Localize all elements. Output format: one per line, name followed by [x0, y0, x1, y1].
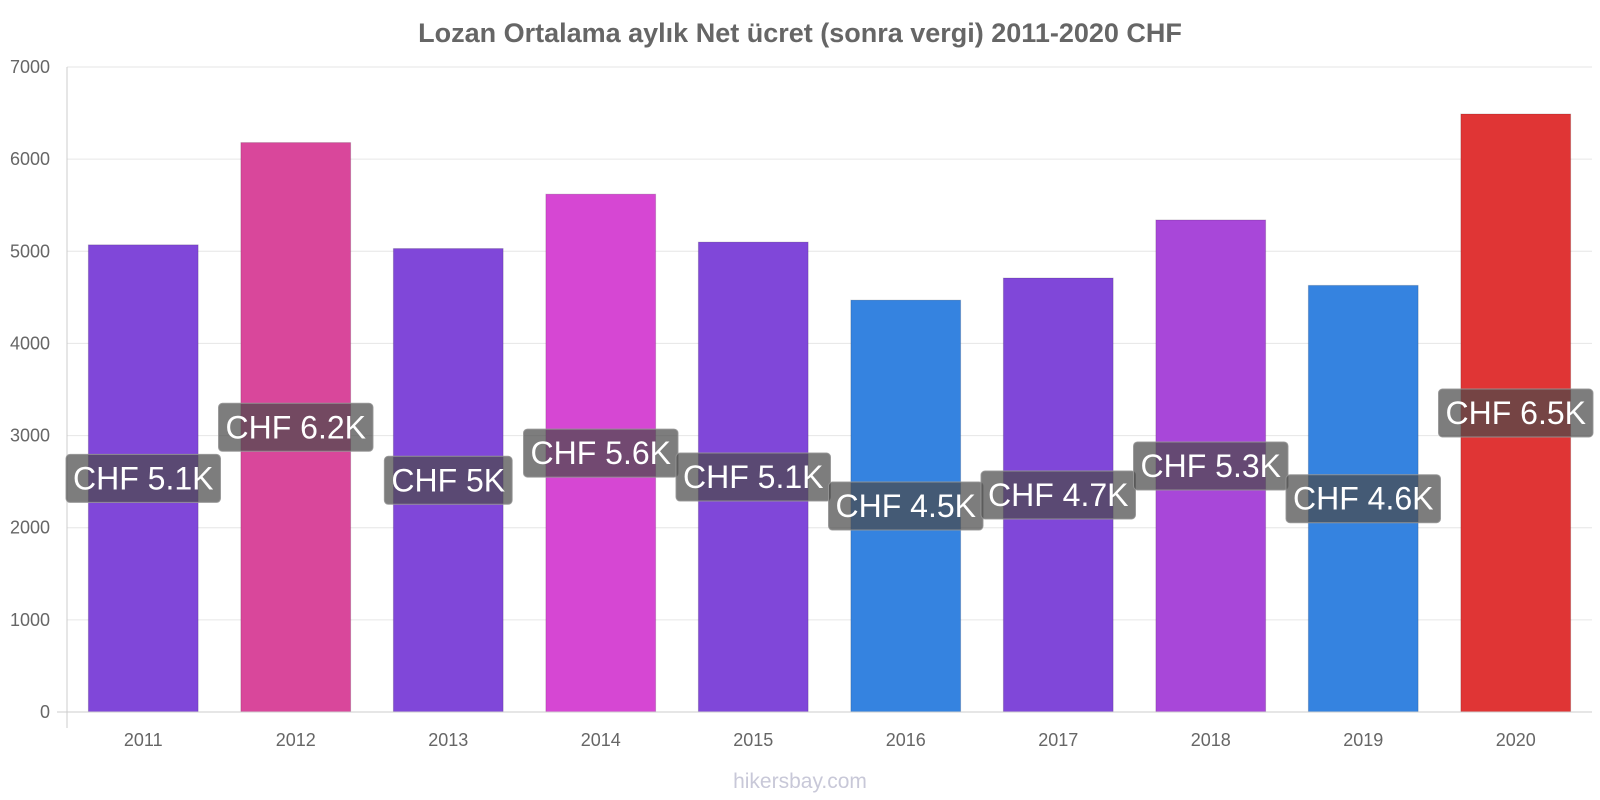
data-label-text: CHF 6.2K — [226, 409, 366, 445]
data-label-box — [65, 453, 221, 503]
data-label-box — [1438, 388, 1594, 438]
data-labels: CHF 5.1K CHF 6.2K CHF 5K CHF 5.6K CHF 5.1K CH… — [65, 388, 1594, 531]
data-label-text: CHF 4.7K — [988, 477, 1128, 513]
data-label-box — [675, 452, 831, 502]
y-tick-label: 3000 — [10, 426, 50, 446]
y-tick-label: 1000 — [10, 610, 50, 630]
data-label-2020: CHF 6.5K — [1438, 388, 1594, 438]
chart-title: Lozan Ortalama aylık Net ücret (sonra ve… — [418, 18, 1182, 48]
watermark: hikersbay.com — [733, 770, 867, 793]
data-label-2018: CHF 5.3K — [1133, 441, 1289, 491]
x-tick-label: 2013 — [428, 730, 468, 750]
data-label-text: CHF 4.6K — [1293, 481, 1433, 517]
data-label-text: CHF 6.5K — [1446, 395, 1586, 431]
data-label-box — [980, 470, 1136, 520]
data-label-2017: CHF 4.7K — [980, 470, 1136, 520]
data-label-text: CHF 5.1K — [73, 460, 213, 496]
x-tick-label: 2018 — [1191, 730, 1231, 750]
x-tick-label: 2017 — [1038, 730, 1078, 750]
data-label-2014: CHF 5.6K — [523, 428, 679, 478]
x-tick-label: 2014 — [581, 730, 621, 750]
x-tick-label: 2016 — [886, 730, 926, 750]
x-tick-label: 2015 — [733, 730, 773, 750]
x-tick-label: 2019 — [1343, 730, 1383, 750]
x-tick-label: 2020 — [1496, 730, 1536, 750]
y-tick-label: 4000 — [10, 333, 50, 353]
x-tick-label: 2011 — [124, 730, 163, 750]
data-label-text: CHF 5.1K — [683, 459, 823, 495]
y-tick-label: 6000 — [10, 149, 50, 169]
y-axis: 0 1000 2000 3000 4000 5000 6000 7000 — [10, 57, 68, 728]
data-label-text: CHF 5.6K — [531, 435, 671, 471]
data-label-box — [1285, 474, 1441, 524]
y-tick-label: 2000 — [10, 518, 50, 538]
y-tick-label: 7000 — [10, 57, 50, 77]
data-label-2019: CHF 4.6K — [1285, 474, 1441, 524]
data-label-2011: CHF 5.1K — [65, 453, 221, 503]
data-label-2016: CHF 4.5K — [828, 481, 984, 531]
y-tick-label: 0 — [40, 702, 50, 722]
data-label-2015: CHF 5.1K — [675, 452, 831, 502]
data-label-text: CHF 5K — [391, 462, 505, 498]
data-label-2012: CHF 6.2K — [218, 402, 374, 452]
x-axis: 2011 2012 2013 2014 2015 2016 2017 2018 2019 2020 — [57, 711, 1592, 750]
data-label-text: CHF 4.5K — [836, 488, 976, 524]
data-label-2013: CHF 5K — [383, 455, 513, 505]
data-label-box — [1133, 441, 1289, 491]
data-label-text: CHF 5.3K — [1141, 448, 1281, 484]
data-label-box — [383, 455, 513, 505]
y-tick-label: 5000 — [10, 241, 50, 261]
x-tick-label: 2012 — [276, 730, 316, 750]
data-label-box — [218, 402, 374, 452]
